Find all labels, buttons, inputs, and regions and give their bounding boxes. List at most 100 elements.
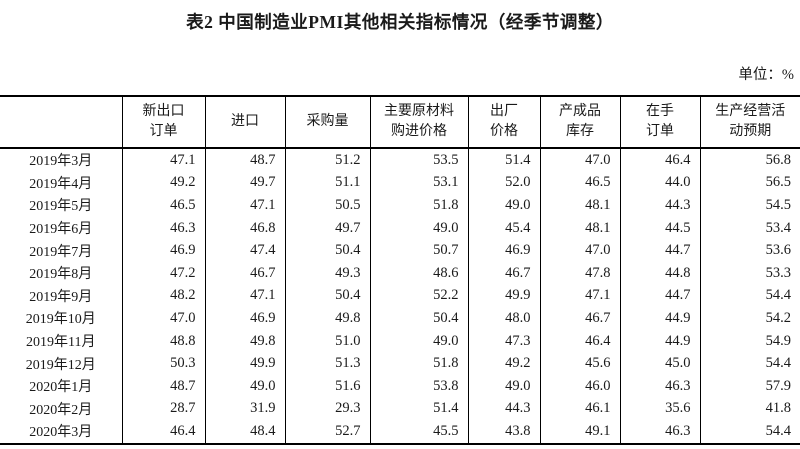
value-cell: 46.9 bbox=[204, 307, 285, 330]
column-header: 生产经营活 动预期 bbox=[699, 96, 800, 149]
value-cell: 50.3 bbox=[121, 352, 205, 375]
value-cell: 51.8 bbox=[369, 352, 468, 375]
row-label: 2019年8月 bbox=[29, 267, 93, 283]
value-cell: 46.7 bbox=[204, 261, 285, 285]
column-header bbox=[0, 96, 122, 149]
value-cell: 47.1 bbox=[539, 284, 620, 308]
row-label: 2019年11月 bbox=[26, 335, 96, 351]
value-cell: 48.4 bbox=[204, 420, 285, 444]
value-cell: 51.4 bbox=[467, 148, 540, 172]
value-cell: 53.4 bbox=[699, 216, 800, 240]
value-cell: 46.3 bbox=[619, 374, 700, 398]
value-cell: 44.0 bbox=[619, 171, 700, 195]
value-cell: 48.7 bbox=[121, 374, 205, 398]
value-cell: 43.8 bbox=[467, 420, 540, 444]
value-cell: 54.9 bbox=[699, 329, 800, 353]
value-cell: 49.2 bbox=[121, 171, 205, 195]
table-row: 2020年1月 48.7 49.0 51.6 53.8 49.0 46.0 46.3 57.9 bbox=[0, 374, 800, 398]
value-cell: 51.6 bbox=[284, 374, 370, 398]
value-cell: 49.8 bbox=[284, 307, 370, 330]
row-label: 2019年4月 bbox=[29, 176, 93, 192]
value-cell: 49.0 bbox=[204, 374, 285, 398]
value-cell: 50.5 bbox=[284, 194, 370, 217]
value-cell: 46.3 bbox=[121, 216, 205, 240]
value-cell: 54.4 bbox=[699, 284, 800, 308]
value-cell: 47.0 bbox=[539, 239, 620, 262]
value-cell: 48.2 bbox=[121, 284, 205, 308]
column-header: 主要原材料 购进价格 bbox=[369, 96, 468, 149]
value-cell: 46.0 bbox=[539, 374, 620, 398]
value-cell: 52.7 bbox=[284, 420, 370, 444]
value-cell: 53.8 bbox=[369, 374, 468, 398]
value-cell: 51.3 bbox=[284, 352, 370, 375]
value-cell: 46.1 bbox=[539, 397, 620, 421]
value-cell: 45.4 bbox=[467, 216, 540, 240]
column-header: 产成品 库存 bbox=[539, 96, 620, 149]
value-cell: 53.1 bbox=[369, 171, 468, 195]
value-cell: 51.2 bbox=[284, 148, 370, 172]
value-cell: 48.6 bbox=[369, 261, 468, 285]
value-cell: 49.9 bbox=[467, 284, 540, 308]
value-cell: 49.7 bbox=[284, 216, 370, 240]
value-cell: 44.9 bbox=[619, 329, 700, 353]
value-cell: 44.8 bbox=[619, 261, 700, 285]
value-cell: 52.0 bbox=[467, 171, 540, 195]
value-cell: 49.9 bbox=[204, 352, 285, 375]
column-header: 出厂 价格 bbox=[467, 96, 540, 149]
value-cell: 54.5 bbox=[699, 194, 800, 217]
value-cell: 52.2 bbox=[369, 284, 468, 308]
row-label: 2020年1月 bbox=[29, 380, 93, 396]
value-cell: 48.1 bbox=[539, 216, 620, 240]
value-cell: 46.5 bbox=[121, 194, 205, 217]
row-label: 2019年10月 bbox=[25, 312, 96, 328]
table-row: 2019年6月 46.3 46.8 49.7 49.0 45.4 48.1 44.5 53.4 bbox=[0, 216, 800, 240]
value-cell: 41.8 bbox=[699, 397, 800, 421]
pmi-table: 新出口 订单 进口 采购量 主要原材料 购进价格 出厂 价格 产成品 库存 在手 订单 生产经… bbox=[0, 95, 800, 445]
table-row: 2019年4月 49.2 49.7 51.1 53.1 52.0 46.5 44.0 56.5 bbox=[0, 171, 800, 195]
table-row: 2019年11月 48.8 49.8 51.0 49.0 47.3 46.4 44.9 54.9 bbox=[0, 329, 800, 353]
value-cell: 50.4 bbox=[284, 239, 370, 262]
column-header: 在手 订单 bbox=[619, 96, 700, 149]
value-cell: 49.2 bbox=[467, 352, 540, 375]
value-cell: 51.1 bbox=[284, 171, 370, 195]
value-cell: 45.0 bbox=[619, 352, 700, 375]
value-cell: 49.1 bbox=[539, 420, 620, 444]
value-cell: 49.0 bbox=[467, 374, 540, 398]
value-cell: 54.4 bbox=[699, 420, 800, 444]
value-cell: 56.5 bbox=[699, 171, 800, 195]
table-row: 2019年8月 47.2 46.7 49.3 48.6 46.7 47.8 44.8 53.3 bbox=[0, 261, 800, 285]
value-cell: 48.8 bbox=[121, 329, 205, 353]
value-cell: 35.6 bbox=[619, 397, 700, 421]
value-cell: 44.3 bbox=[619, 194, 700, 217]
value-cell: 48.7 bbox=[204, 148, 285, 172]
column-header: 进口 bbox=[204, 96, 285, 149]
row-label: 2019年6月 bbox=[29, 222, 93, 238]
value-cell: 44.9 bbox=[619, 307, 700, 330]
table-row: 2019年3月 47.1 48.7 51.2 53.5 51.4 47.0 46.4 56.8 bbox=[0, 148, 800, 172]
table-row: 2019年7月 46.9 47.4 50.4 50.7 46.9 47.0 44.7 53.6 bbox=[0, 239, 800, 262]
row-label: 2020年2月 bbox=[29, 402, 93, 418]
value-cell: 50.4 bbox=[284, 284, 370, 308]
table-row: 2019年12月 50.3 49.9 51.3 51.8 49.2 45.6 45.0 54.4 bbox=[0, 352, 800, 375]
value-cell: 50.7 bbox=[369, 239, 468, 262]
value-cell: 46.7 bbox=[467, 261, 540, 285]
value-cell: 53.5 bbox=[369, 148, 468, 172]
value-cell: 49.3 bbox=[284, 261, 370, 285]
value-cell: 49.0 bbox=[467, 194, 540, 217]
header-row: 新出口 订单 进口 采购量 主要原材料 购进价格 出厂 价格 产成品 库存 在手 订单 生产经… bbox=[0, 96, 800, 149]
value-cell: 48.0 bbox=[467, 307, 540, 330]
row-label: 2019年7月 bbox=[29, 244, 93, 260]
value-cell: 51.4 bbox=[369, 397, 468, 421]
value-cell: 47.1 bbox=[204, 284, 285, 308]
value-cell: 54.2 bbox=[699, 307, 800, 330]
value-cell: 44.3 bbox=[467, 397, 540, 421]
value-cell: 47.0 bbox=[121, 307, 205, 330]
table-row: 2019年9月 48.2 47.1 50.4 52.2 49.9 47.1 44.7 54.4 bbox=[0, 284, 800, 308]
value-cell: 45.5 bbox=[369, 420, 468, 444]
table-row: 2019年10月 47.0 46.9 49.8 50.4 48.0 46.7 44.9 54.2 bbox=[0, 307, 800, 330]
table-body: 2019年3月 47.1 48.7 51.2 53.5 51.4 47.0 46.4 56.8 2… bbox=[0, 148, 800, 444]
value-cell: 54.4 bbox=[699, 352, 800, 375]
value-cell: 53.3 bbox=[699, 261, 800, 285]
value-cell: 47.0 bbox=[539, 148, 620, 172]
value-cell: 44.7 bbox=[619, 239, 700, 262]
